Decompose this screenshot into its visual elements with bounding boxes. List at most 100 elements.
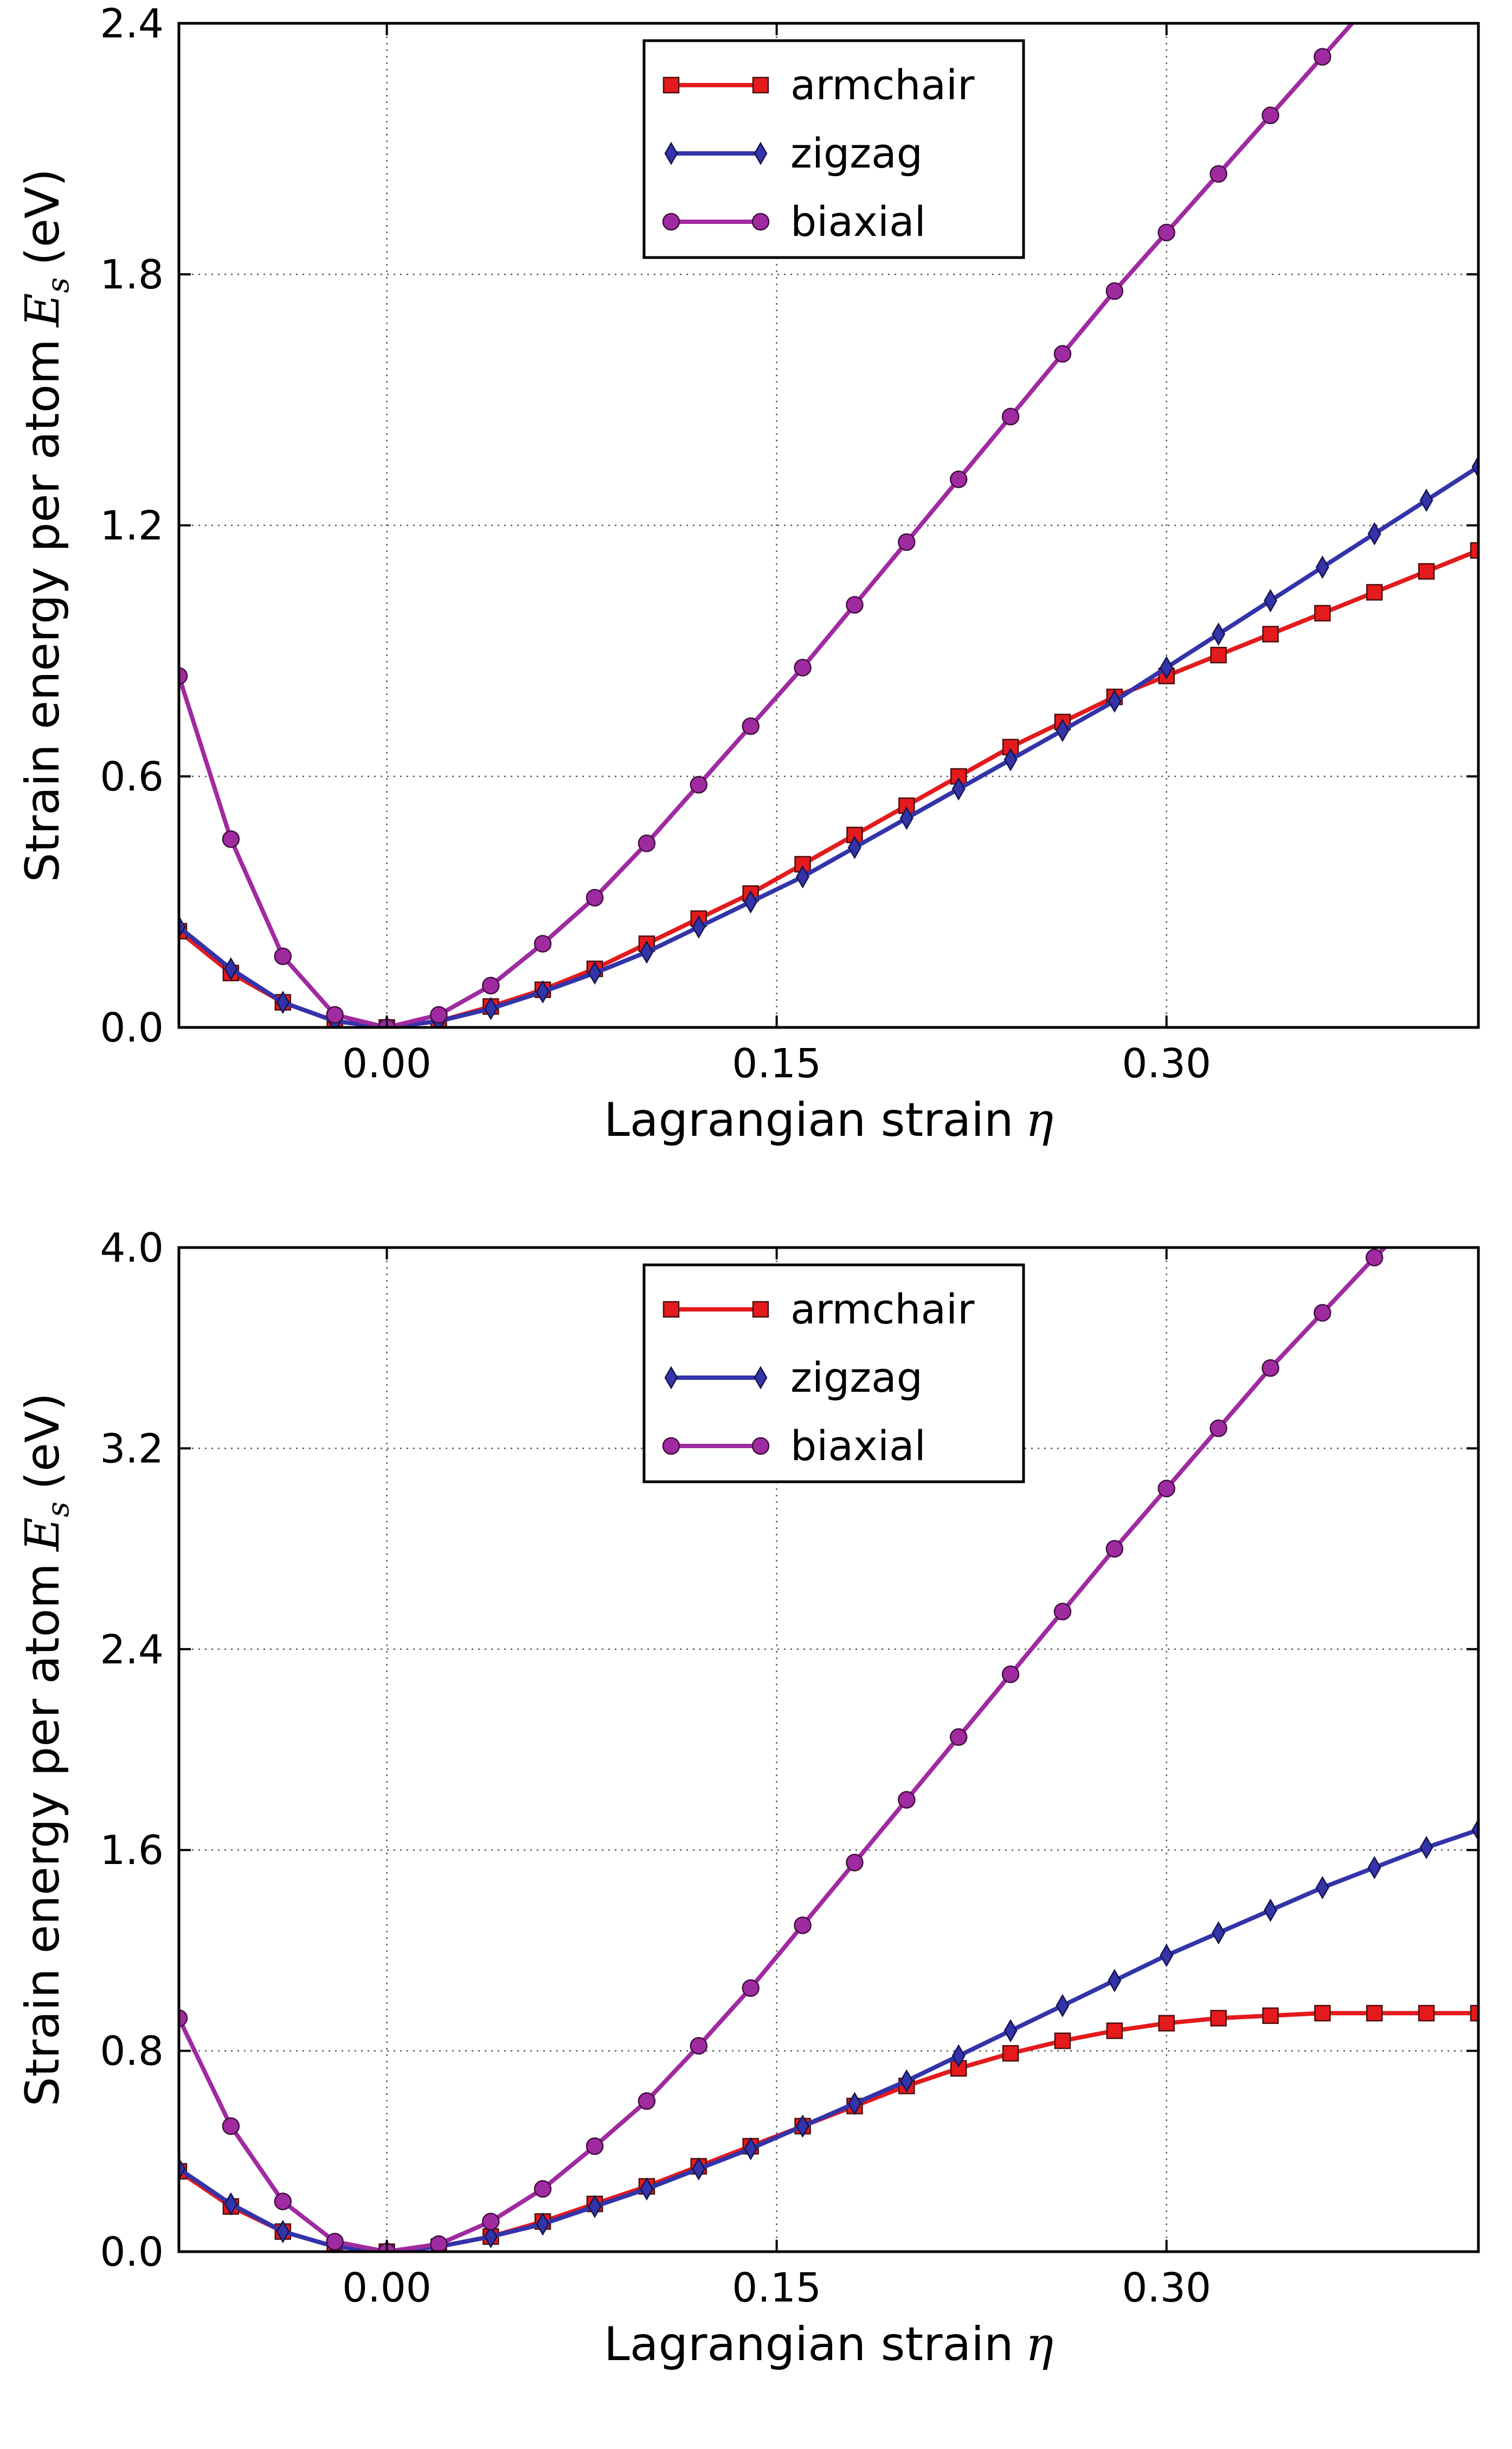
data-point-biaxial [794, 1916, 812, 1934]
data-point-biaxial [949, 1728, 968, 1746]
data-point-armchair [1158, 2015, 1175, 2032]
series-line-biaxial [179, 23, 1355, 1027]
data-point-armchair [1470, 542, 1478, 559]
grid [179, 22, 1478, 1029]
data-point-zigzag [1056, 1994, 1070, 2017]
data-point-zigzag [899, 806, 913, 830]
data-point-zigzag [1160, 1944, 1174, 1968]
y-tick-label: 2.4 [100, 1627, 164, 1673]
data-point-zigzag [1003, 748, 1018, 772]
x-axis-label-text: Lagrangian strain [604, 1093, 1014, 1147]
data-point-biaxial [274, 2193, 292, 2210]
y-tick-label: 1.8 [100, 252, 164, 298]
data-point-zigzag [847, 835, 861, 859]
legend-label-zigzag: zigzag [790, 1353, 923, 1402]
data-point-armchair [1418, 2004, 1435, 2022]
data-point-biaxial [1157, 1480, 1175, 1497]
data-point-biaxial [430, 2235, 448, 2252]
data-point-armchair [1054, 2032, 1071, 2049]
data-point-zigzag [640, 940, 654, 964]
legend-label-biaxial: biaxial [790, 197, 926, 246]
data-point-biaxial [1262, 106, 1279, 125]
x-axis: 0.00 0.15 0.30 [342, 1248, 1211, 2311]
series-armchair [179, 2004, 1478, 2252]
x-tick-label: 0.15 [732, 2265, 821, 2311]
legend-label-biaxial: biaxial [790, 1422, 926, 1470]
data-point-biaxial [222, 830, 240, 848]
y-axis-label: Strain energy per atom Es (eV) [16, 169, 76, 883]
data-point-armchair [1210, 2010, 1227, 2027]
data-point-biaxial [1001, 408, 1020, 426]
data-point-zigzag [1212, 622, 1226, 646]
data-point-zigzag [1108, 1969, 1122, 1992]
data-point-biaxial [949, 470, 968, 488]
data-point-zigzag [1471, 455, 1478, 479]
x-axis: 0.00 0.15 0.30 [342, 23, 1211, 1087]
y-axis-symbol-subscript: s [41, 278, 76, 293]
data-point-biaxial [533, 2180, 552, 2198]
x-tick-label: 0.30 [1122, 1040, 1211, 1087]
data-point-zigzag [588, 961, 602, 985]
data-point-zigzag [179, 2157, 186, 2181]
x-tick-label: 0.15 [732, 1040, 821, 1087]
data-point-armchair [1314, 605, 1331, 622]
data-point-biaxial [179, 2009, 188, 2027]
legend-marker-armchair [662, 1301, 680, 1318]
data-point-armchair [1210, 646, 1227, 664]
x-axis-label: Lagrangian strain η [604, 1093, 1053, 1147]
data-point-zigzag [1471, 1818, 1478, 1842]
y-tick-label: 0.8 [100, 2028, 164, 2075]
y-tick-label: 0.0 [100, 2229, 164, 2276]
data-point-zigzag [484, 2225, 498, 2248]
series-line-zigzag [179, 465, 1478, 1027]
chart-panel-top: 0.00 0.15 0.30 0.0 0.6 1.2 1.8 2.4 Lagrangian st… [0, 0, 1512, 1224]
legend-marker-armchair [752, 76, 769, 94]
data-point-biaxial [1105, 282, 1124, 300]
data-point-armchair [1366, 2004, 1383, 2022]
chart-bottom: 0.00 0.15 0.30 0.0 0.8 1.6 2.4 3.2 4.0 Lagrangian… [16, 1225, 1480, 2371]
data-point-zigzag [1056, 718, 1070, 742]
chart-top: 0.00 0.15 0.30 0.0 0.6 1.2 1.8 2.4 Lagrangian st… [16, 1, 1480, 1147]
y-axis-symbol: E [16, 293, 70, 328]
x-axis-label-text: Lagrangian strain [604, 2317, 1014, 2371]
data-point-biaxial [482, 2213, 500, 2231]
data-point-biaxial [222, 2117, 240, 2135]
data-point-biaxial [533, 935, 552, 953]
data-point-biaxial [1365, 1249, 1384, 1267]
grid [179, 1246, 1478, 2253]
y-axis-label-text: Strain energy per atom [16, 339, 70, 882]
data-point-armchair [1470, 2004, 1478, 2022]
series-line-armchair [179, 2011, 1478, 2252]
legend-marker-armchair [752, 1301, 769, 1318]
data-point-armchair [1106, 2022, 1123, 2039]
x-tick-label: 0.30 [1122, 2265, 1211, 2311]
data-point-biaxial [794, 659, 812, 677]
data-point-biaxial [1053, 1603, 1072, 1621]
data-point-biaxial [1053, 345, 1072, 363]
data-point-biaxial [1105, 1540, 1124, 1558]
legend-marker-armchair [662, 76, 680, 94]
y-axis-label: Strain energy per atom Es (eV) [16, 1393, 76, 2107]
plot-area [179, 1248, 1478, 2252]
data-point-biaxial [742, 717, 760, 735]
x-axis-symbol: η [1026, 1093, 1054, 1147]
legend: armchair zigzag biaxial [642, 1263, 1025, 1483]
data-point-biaxial [1314, 1304, 1331, 1322]
data-point-biaxial [430, 1006, 448, 1024]
data-point-biaxial [586, 889, 604, 907]
data-point-zigzag [536, 980, 550, 1004]
data-point-biaxial [742, 1979, 760, 1997]
data-point-zigzag [224, 957, 238, 981]
data-point-zigzag [692, 2157, 706, 2181]
data-point-biaxial [482, 976, 500, 995]
data-point-zigzag [744, 2137, 758, 2161]
data-point-biaxial [326, 1006, 344, 1024]
data-point-zigzag [1315, 1876, 1329, 1900]
x-axis-label: Lagrangian strain η [604, 2317, 1053, 2371]
y-axis-symbol-subscript: s [41, 1502, 76, 1518]
data-point-zigzag [1160, 655, 1174, 679]
y-axis-unit: (eV) [16, 169, 70, 266]
data-point-biaxial [1001, 1665, 1020, 1683]
y-tick-label: 2.4 [100, 1, 164, 47]
legend-marker-biaxial [662, 213, 680, 231]
